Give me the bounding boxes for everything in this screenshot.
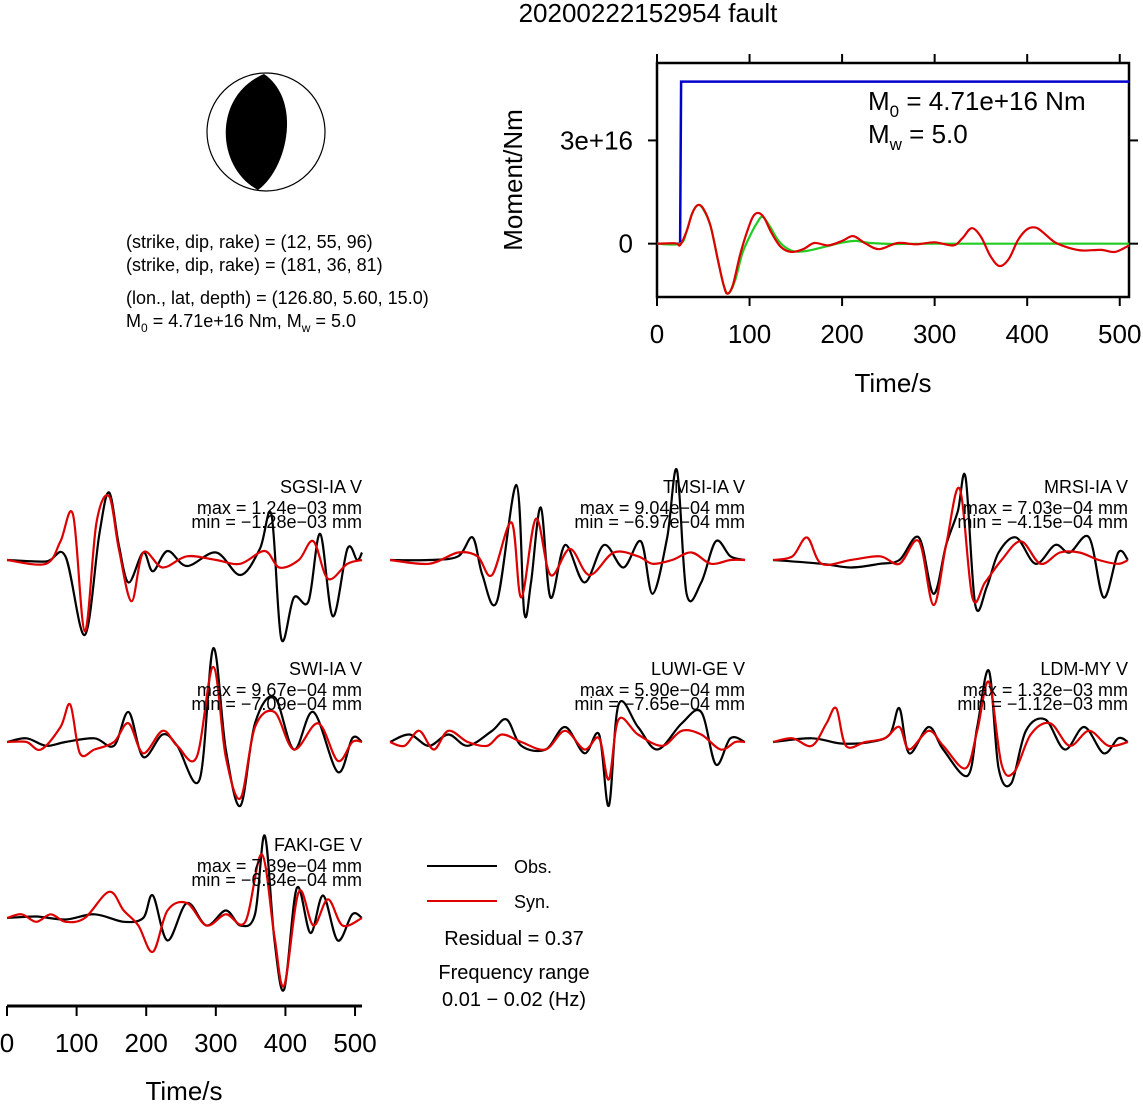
- residual-label: Residual = 0.37: [444, 928, 584, 950]
- station-name: SGSI-IA V: [280, 477, 362, 497]
- figure-title: 20200222152954 fault: [519, 0, 779, 28]
- station-name: FAKI-GE V: [274, 835, 362, 855]
- moment-series: [656, 80, 1130, 295]
- observed-trace: [6, 647, 363, 807]
- moment-axis-ticks: 0 100 200 300 400 500 0 3e+16: [560, 54, 1141, 349]
- moment-xlabel: Time/s: [854, 368, 931, 398]
- legend-syn-label: Syn.: [514, 892, 550, 912]
- moment-xtick-label: 200: [820, 319, 863, 349]
- moment-ytick-label: 0: [619, 229, 633, 259]
- waveform-xtick-label: 300: [194, 1028, 237, 1058]
- stf-fit-line: [656, 203, 1130, 295]
- beachball-compression-lobe: [225, 74, 288, 190]
- station-max: max = 1.32e−03 mm: [963, 680, 1128, 700]
- synthetic-trace: [389, 517, 746, 599]
- observed-trace: [389, 700, 746, 807]
- station-min: min = −1.12e−03 mm: [957, 694, 1128, 714]
- legend-obs-label: Obs.: [514, 857, 552, 877]
- observed-trace: [772, 473, 1129, 613]
- station-min: min = −6.34e−04 mm: [191, 870, 362, 890]
- nodal-plane-2: (strike, dip, rake) = (181, 36, 81): [126, 255, 383, 275]
- station-name: LDM-MY V: [1040, 659, 1128, 679]
- observed-trace: [6, 491, 363, 643]
- station-max: max = 7.39e−04 mm: [197, 856, 362, 876]
- waveform-xtick-label: 0: [0, 1028, 14, 1058]
- stf-observed-line: [656, 203, 1130, 295]
- legend: Obs. Syn.: [427, 857, 552, 912]
- station-max: max = 9.04e−04 mm: [580, 498, 745, 518]
- synthetic-trace: [6, 494, 363, 633]
- waveform-time-axis: Time/s 0 100 200 300 400 500: [0, 1004, 377, 1104]
- synthetic-trace: [6, 853, 363, 988]
- waveform-xtick-label: 200: [125, 1028, 168, 1058]
- moment-xtick-label: 0: [650, 319, 664, 349]
- waveform-xtick-label: 100: [55, 1028, 98, 1058]
- station-min: min = −7.65e−04 mm: [574, 694, 745, 714]
- station-min: min = −6.97e−04 mm: [574, 512, 745, 532]
- synthetic-trace: [389, 716, 746, 781]
- station-min: min = −1.28e−03 mm: [191, 512, 362, 532]
- station-min: min = −4.15e−04 mm: [957, 512, 1128, 532]
- moment-xtick-label: 500: [1098, 319, 1141, 349]
- annotation-m0: M0 = 4.71e+16 Nm: [868, 86, 1086, 121]
- station-name: LUWI-GE V: [651, 659, 745, 679]
- station-max: max = 9.67e−04 mm: [197, 680, 362, 700]
- beachball: [206, 72, 326, 192]
- synthetic-trace: [772, 486, 1129, 607]
- observed-trace: [389, 467, 746, 619]
- synthetic-trace: [772, 680, 1129, 777]
- station-max: max = 7.03e−04 mm: [963, 498, 1128, 518]
- moment-ytick-label: 3e+16: [560, 125, 633, 155]
- waveform-xlabel: Time/s: [145, 1076, 222, 1104]
- nodal-plane-1: (strike, dip, rake) = (12, 55, 96): [126, 232, 373, 252]
- station-name: MRSI-IA V: [1044, 477, 1128, 497]
- synthetic-trace: [6, 665, 363, 800]
- station-min: min = −7.09e−04 mm: [191, 694, 362, 714]
- waveform-xtick-label: 400: [264, 1028, 307, 1058]
- moment-plot-frame: [655, 61, 1131, 299]
- mechanism-info: (strike, dip, rake) = (12, 55, 96) (stri…: [126, 232, 429, 335]
- moment-xtick-label: 400: [1006, 319, 1049, 349]
- annotation-mw: Mw = 5.0: [868, 119, 968, 154]
- waveform-xtick-label: 500: [333, 1028, 376, 1058]
- station-max: max = 5.90e−04 mm: [580, 680, 745, 700]
- moment-summary: M0 = 4.71e+16 Nm, Mw = 5.0: [126, 311, 356, 335]
- station-max: max = 1.24e−03 mm: [197, 498, 362, 518]
- frequency-range-value: 0.01 − 0.02 (Hz): [442, 989, 586, 1011]
- source-location: (lon., lat, depth) = (126.80, 5.60, 15.0…: [126, 288, 429, 308]
- frequency-range-label: Frequency range: [438, 962, 589, 984]
- moment-xtick-label: 300: [913, 319, 956, 349]
- station-name: SWI-IA V: [289, 659, 362, 679]
- moment-ylabel: Moment/Nm: [498, 109, 528, 251]
- station-name: TMSI-IA V: [663, 477, 745, 497]
- moment-xtick-label: 100: [728, 319, 771, 349]
